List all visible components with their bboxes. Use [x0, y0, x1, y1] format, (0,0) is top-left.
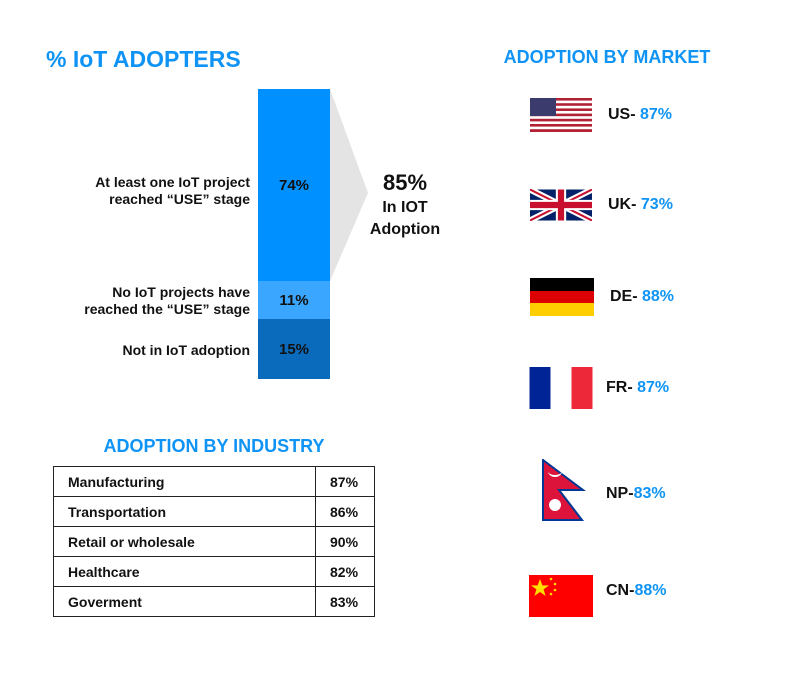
industry-value: 87%	[315, 466, 375, 497]
industry-name: Healthcare	[53, 556, 316, 587]
cn-flag-icon	[529, 575, 593, 617]
summary-line2: Adoption	[369, 221, 441, 238]
market-value: 88%	[634, 582, 667, 599]
industry-name: Retail or wholesale	[53, 526, 316, 557]
industry-name: Manufacturing	[53, 466, 316, 497]
market-code: NP-	[606, 485, 634, 502]
bar-segment-use: 74%	[258, 89, 330, 281]
industry-table: Manufacturing 87% Transportation 86% Retail …	[53, 466, 375, 617]
market-value: 87%	[640, 106, 673, 123]
category-label-use: At least one IoT project reached “USE” s…	[40, 174, 250, 208]
table-row: Goverment 83%	[53, 586, 375, 617]
summary-line1: In IOT	[382, 199, 428, 216]
label-line: reached the “USE” stage	[84, 301, 250, 317]
market-code: FR-	[606, 379, 638, 396]
industry-title: ADOPTION BY INDUSTRY	[103, 436, 325, 456]
us-flag-icon	[530, 98, 592, 132]
market-item: US- 87%	[608, 106, 672, 124]
market-item: CN-88%	[606, 582, 666, 600]
market-code: US-	[608, 106, 640, 123]
industry-name: Transportation	[53, 496, 316, 527]
table-row: Manufacturing 87%	[53, 466, 375, 497]
table-row: Healthcare 82%	[53, 556, 375, 587]
market-item: NP-83%	[606, 485, 666, 503]
uk-flag-icon	[530, 189, 592, 221]
bar-segment-not-adopting: 15%	[258, 319, 330, 379]
market-item: DE- 88%	[610, 288, 674, 306]
category-label-no-use: No IoT projects have reached the “USE” s…	[40, 284, 250, 318]
np-flag-icon	[542, 459, 586, 521]
label-line: No IoT projects have	[112, 284, 250, 300]
market-code: UK-	[608, 196, 641, 213]
market-value: 87%	[637, 379, 670, 396]
industry-name: Goverment	[53, 586, 316, 617]
adopters-title: % IoT ADOPTERS	[46, 46, 241, 72]
label-line: Not in IoT adoption	[122, 342, 250, 358]
market-value: 88%	[642, 288, 675, 305]
label-line: At least one IoT project	[95, 174, 250, 190]
market-value: 83%	[633, 485, 666, 502]
market-code: DE-	[610, 288, 642, 305]
industry-value: 90%	[315, 526, 375, 557]
market-item: UK- 73%	[608, 196, 673, 214]
industry-value: 86%	[315, 496, 375, 527]
summary-value: 85%	[382, 170, 428, 195]
summary: 85% In IOT Adoption	[360, 170, 450, 240]
de-flag-icon	[530, 278, 594, 316]
table-row: Transportation 86%	[53, 496, 375, 527]
industry-value: 83%	[315, 586, 375, 617]
table-row: Retail or wholesale 90%	[53, 526, 375, 557]
market-item: FR- 87%	[606, 379, 669, 397]
market-value: 73%	[640, 196, 673, 213]
funnel-arrow	[330, 89, 368, 281]
category-label-not-adopting: Not in IoT adoption	[40, 342, 250, 359]
industry-value: 82%	[315, 556, 375, 587]
bar-segment-no-use: 11%	[258, 281, 330, 319]
fr-flag-icon	[529, 367, 593, 409]
market-code: CN-	[606, 582, 635, 599]
label-line: reached “USE” stage	[109, 191, 250, 207]
market-title: ADOPTION BY MARKET	[503, 47, 711, 67]
